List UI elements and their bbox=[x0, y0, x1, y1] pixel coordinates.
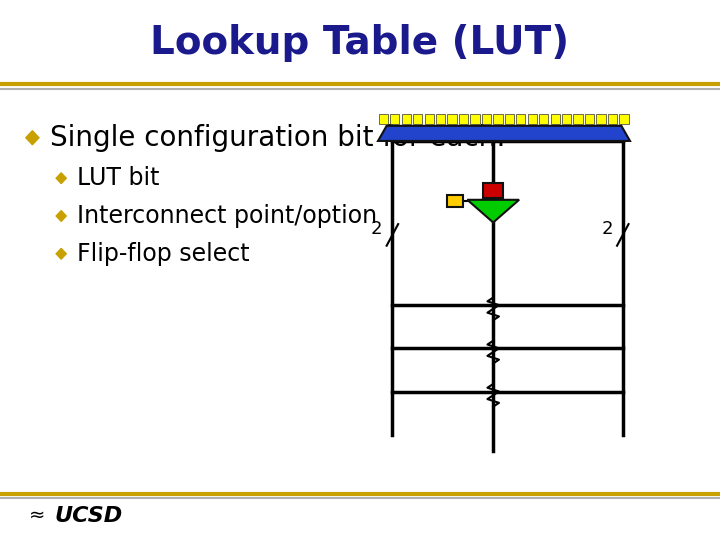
Text: ≈: ≈ bbox=[29, 506, 45, 525]
Text: 2: 2 bbox=[601, 220, 613, 239]
Bar bbox=[528, 114, 537, 124]
Bar bbox=[585, 114, 594, 124]
Bar bbox=[390, 114, 400, 124]
Text: Single configuration bit for each:: Single configuration bit for each: bbox=[50, 124, 506, 152]
Text: 2: 2 bbox=[371, 220, 382, 239]
Polygon shape bbox=[26, 131, 39, 145]
Bar bbox=[483, 183, 503, 198]
Polygon shape bbox=[56, 173, 66, 184]
Bar bbox=[425, 114, 434, 124]
Bar bbox=[447, 195, 463, 207]
Polygon shape bbox=[56, 211, 66, 221]
Bar bbox=[379, 114, 388, 124]
Text: UCSD: UCSD bbox=[54, 505, 122, 526]
Bar bbox=[505, 114, 514, 124]
Bar bbox=[516, 114, 526, 124]
Polygon shape bbox=[378, 126, 630, 141]
Bar bbox=[573, 114, 582, 124]
Bar bbox=[436, 114, 445, 124]
Polygon shape bbox=[56, 248, 66, 259]
Bar bbox=[619, 114, 629, 124]
Bar bbox=[402, 114, 411, 124]
Bar bbox=[413, 114, 423, 124]
Bar bbox=[562, 114, 571, 124]
Bar bbox=[482, 114, 491, 124]
Bar bbox=[493, 114, 503, 124]
Polygon shape bbox=[467, 200, 519, 222]
Bar bbox=[596, 114, 606, 124]
Text: Lookup Table (LUT): Lookup Table (LUT) bbox=[150, 24, 570, 62]
Bar bbox=[539, 114, 549, 124]
Bar bbox=[551, 114, 560, 124]
Text: Interconnect point/option: Interconnect point/option bbox=[77, 204, 377, 228]
Bar bbox=[470, 114, 480, 124]
Text: Flip-flop select: Flip-flop select bbox=[77, 242, 250, 266]
Text: LUT bit: LUT bit bbox=[77, 166, 160, 190]
Bar bbox=[447, 114, 456, 124]
Bar bbox=[459, 114, 468, 124]
Bar bbox=[608, 114, 617, 124]
